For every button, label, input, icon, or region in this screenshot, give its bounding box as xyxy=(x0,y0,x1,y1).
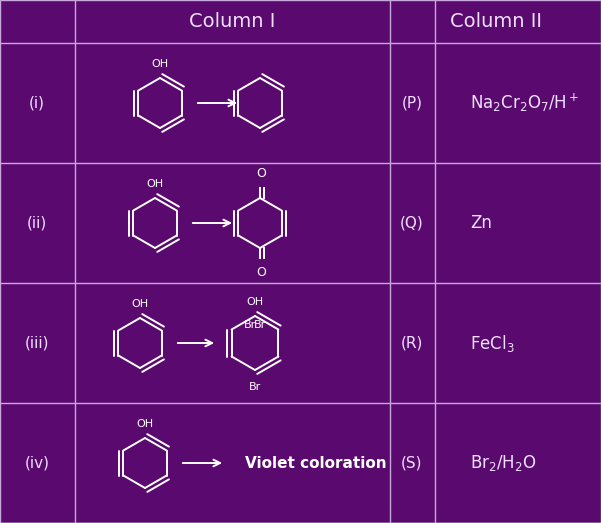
Text: Br: Br xyxy=(254,321,266,331)
Text: Br: Br xyxy=(249,382,261,392)
Text: (R): (R) xyxy=(401,335,423,350)
Text: Column I: Column I xyxy=(189,12,276,31)
Text: (ii): (ii) xyxy=(27,215,47,231)
Text: (S): (S) xyxy=(401,456,423,471)
Text: (iv): (iv) xyxy=(25,456,49,471)
Text: OH: OH xyxy=(136,419,154,429)
Text: Na$_2$Cr$_2$O$_7$/H$^+$: Na$_2$Cr$_2$O$_7$/H$^+$ xyxy=(470,92,579,114)
Text: (Q): (Q) xyxy=(400,215,424,231)
Text: Br$_2$/H$_2$O: Br$_2$/H$_2$O xyxy=(470,453,536,473)
Text: OH: OH xyxy=(147,179,163,189)
Text: O: O xyxy=(257,266,266,279)
Text: FeCl$_3$: FeCl$_3$ xyxy=(470,333,514,354)
Text: OH: OH xyxy=(151,59,168,69)
Text: (i): (i) xyxy=(29,96,45,110)
Text: Zn: Zn xyxy=(470,214,492,232)
Text: (P): (P) xyxy=(401,96,423,110)
Text: O: O xyxy=(257,167,266,180)
Text: Violet coloration: Violet coloration xyxy=(245,456,386,471)
Text: Column II: Column II xyxy=(450,12,542,31)
Text: (iii): (iii) xyxy=(25,335,49,350)
Text: OH: OH xyxy=(132,299,148,309)
Text: OH: OH xyxy=(246,297,264,307)
Text: Br: Br xyxy=(243,321,256,331)
